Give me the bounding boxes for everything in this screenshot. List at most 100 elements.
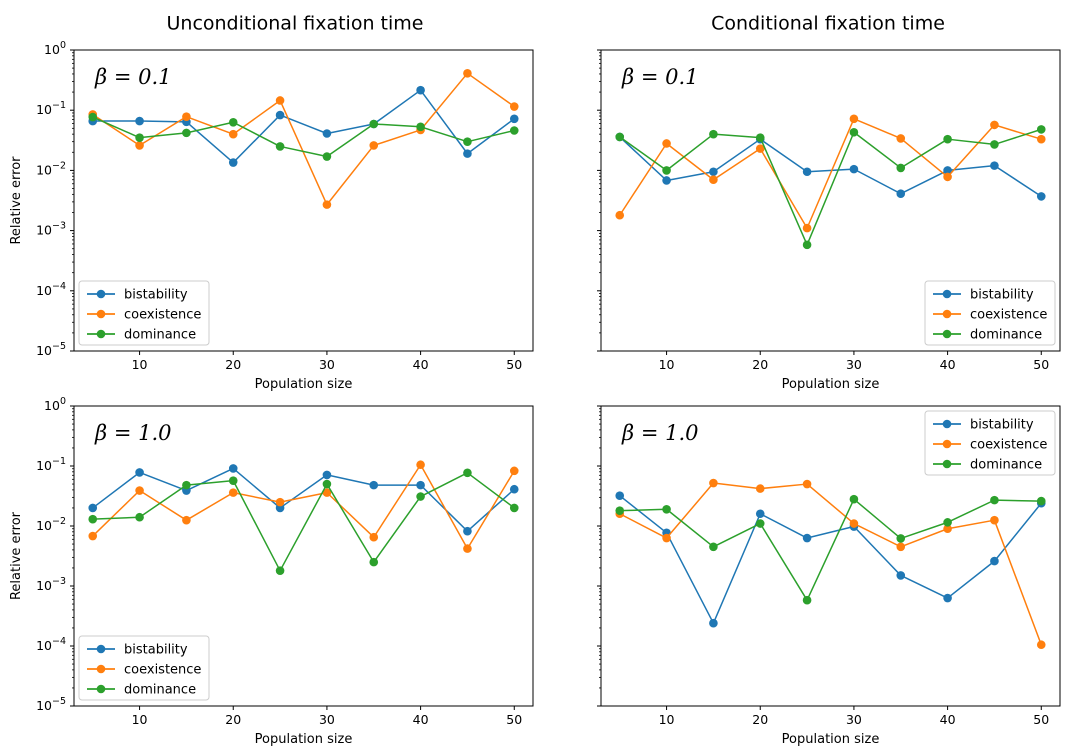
x-tick-label: 40 (940, 357, 956, 372)
x-tick-label: 40 (413, 357, 429, 372)
data-point-bistability (709, 167, 718, 177)
legend-box (78, 635, 210, 701)
x-tick-label: 40 (940, 712, 956, 727)
data-point-dominance (322, 152, 332, 161)
data-point-coexistence (1036, 640, 1046, 650)
data-point-coexistence (943, 172, 952, 182)
x-axis-label: Population size (255, 377, 353, 392)
legend-marker-bistability (942, 289, 952, 299)
series-line-bistability (619, 495, 1042, 624)
y-tick-label: 10−3 (36, 576, 66, 593)
axes-frame (73, 49, 534, 352)
data-point-dominance (509, 503, 519, 513)
data-point-bistability (463, 149, 472, 158)
beta-annotation: β = 0.1 (621, 65, 698, 89)
x-tick-label: 40 (413, 712, 429, 727)
data-point-bistability (755, 509, 765, 519)
legend-marker-dominance (942, 329, 952, 339)
legend: bistability coexistence dominance (924, 410, 1056, 476)
legend-label-coexistence: coexistence (124, 308, 201, 323)
data-point-dominance (228, 117, 238, 127)
y-tick-label: 10−4 (36, 281, 66, 298)
data-point-dominance (943, 518, 952, 527)
x-tick-label: 30 (846, 712, 862, 727)
data-point-bistability (275, 110, 285, 120)
data-point-dominance (662, 504, 671, 514)
legend-marker-coexistence (96, 664, 106, 674)
data-point-dominance (88, 514, 98, 524)
data-point-coexistence (463, 544, 472, 553)
x-tick-label: 10 (659, 357, 675, 372)
data-point-coexistence (896, 542, 906, 552)
beta-annotation: β = 0.1 (94, 65, 171, 89)
x-tick-label: 50 (1033, 357, 1049, 372)
x-tick-label: 30 (846, 357, 862, 372)
series-line-dominance (92, 116, 515, 158)
data-point-coexistence (755, 144, 765, 153)
data-point-dominance (990, 140, 999, 149)
y-tick-label: 10−5 (36, 341, 66, 358)
legend-marker-coexistence (96, 309, 106, 319)
data-point-coexistence (615, 210, 625, 220)
y-axis-label: Relative error (9, 511, 24, 600)
axes-frame (600, 405, 1061, 707)
data-point-coexistence (182, 515, 191, 525)
legend-label-bistability: bistability (970, 288, 1034, 303)
data-point-bistability (88, 503, 98, 513)
legend: bistability coexistence dominance (78, 635, 210, 701)
series-line-coexistence (92, 463, 515, 550)
data-point-bistability (463, 526, 472, 536)
legend: bistability coexistence dominance (78, 280, 210, 346)
data-point-bistability (1036, 192, 1046, 201)
data-point-bistability (322, 129, 332, 138)
data-point-dominance (135, 512, 144, 522)
beta-annotation: β = 1.0 (621, 421, 698, 445)
x-tick-label: 30 (319, 712, 335, 727)
data-point-bistability (802, 167, 812, 177)
data-point-coexistence (275, 497, 285, 507)
data-point-dominance (849, 127, 859, 137)
legend-marker-coexistence (942, 309, 952, 319)
x-tick-label: 20 (225, 357, 241, 372)
data-point-bistability (943, 593, 952, 603)
data-point-dominance (1036, 125, 1046, 134)
series-line-coexistence (619, 118, 1042, 229)
data-point-coexistence (802, 479, 812, 489)
data-point-bistability (322, 470, 332, 480)
data-point-coexistence (990, 120, 999, 130)
data-point-dominance (369, 119, 379, 129)
data-point-dominance (1036, 496, 1046, 506)
data-point-coexistence (709, 175, 718, 185)
data-point-coexistence (135, 486, 144, 495)
data-point-dominance (88, 112, 98, 122)
data-point-coexistence (135, 141, 144, 150)
panel-top-right: 10 20 30 40 50 Population size β = 0.1 bistabil… (597, 49, 1061, 392)
y-tick-label: 10−2 (36, 160, 66, 177)
y-tick-label: 100 (44, 40, 66, 57)
x-tick-label: 10 (132, 712, 148, 727)
legend: bistability coexistence dominance (924, 280, 1056, 346)
data-point-bistability (990, 556, 999, 566)
series-line-bistability (92, 467, 515, 532)
data-point-coexistence (416, 460, 425, 470)
x-tick-label: 50 (1033, 712, 1049, 727)
axes-frame (73, 405, 534, 707)
x-tick-label: 30 (319, 357, 335, 372)
legend-box (924, 280, 1056, 346)
data-point-coexistence (1036, 134, 1046, 144)
series-line-dominance (92, 472, 515, 572)
data-point-dominance (896, 163, 906, 173)
data-point-dominance (322, 479, 332, 489)
panel-top-left: 10−5 10−4 10−3 10−2 10−1 100 10 20 30 40 50 Populat… (9, 40, 534, 392)
data-point-coexistence (509, 466, 519, 476)
x-axis-label: Population size (782, 732, 880, 747)
series-line-dominance (619, 128, 1042, 246)
data-point-coexistence (896, 134, 906, 143)
data-point-bistability (943, 166, 952, 175)
legend-label-bistability: bistability (970, 418, 1034, 433)
data-point-coexistence (709, 478, 718, 488)
data-point-coexistence (849, 114, 859, 124)
x-tick-label: 10 (132, 357, 148, 372)
legend-marker-coexistence (942, 439, 952, 449)
